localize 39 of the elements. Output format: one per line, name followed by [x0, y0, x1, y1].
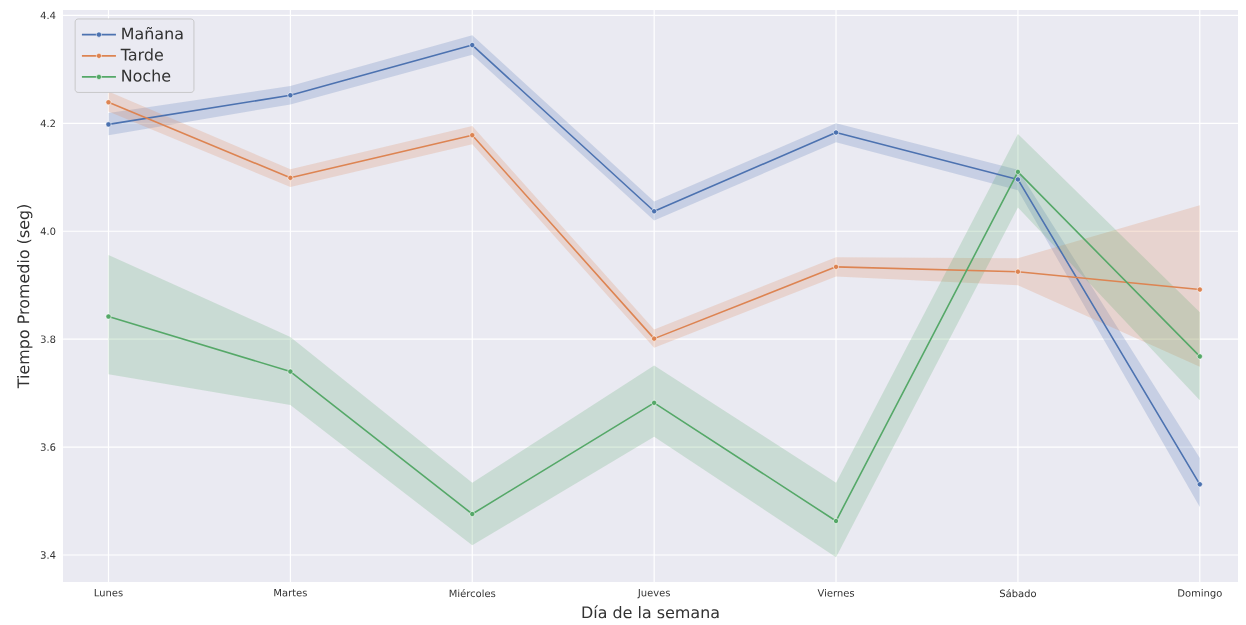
point — [833, 518, 839, 524]
x-tick-label: Lunes — [94, 589, 123, 597]
x-axis-title: Día de la semana — [582, 605, 719, 619]
point — [833, 129, 839, 136]
point — [1015, 176, 1021, 183]
x-tick-label: Domingo — [1178, 589, 1222, 599]
y-tick-label: 4.4 — [40, 11, 56, 20]
x-tick-label: Martes — [274, 589, 307, 597]
y-tick-label: 4.2 — [40, 119, 55, 128]
x-tick-label: Sábado — [999, 589, 1037, 598]
y-tick-label: 3.8 — [40, 335, 56, 343]
point — [469, 42, 476, 48]
point — [651, 335, 658, 342]
x-tick-label: Jueves — [637, 589, 670, 599]
point — [1196, 353, 1203, 360]
point — [105, 121, 112, 128]
point — [105, 313, 112, 320]
y-axis-title: Tiempo Promedio (seg) — [17, 205, 33, 389]
y-tick-label: 4.0 — [40, 227, 56, 236]
y-tick-label: 3.6 — [40, 443, 56, 451]
point — [1015, 268, 1021, 275]
legend-label: Tarde — [120, 48, 163, 61]
legend-label: Noche — [122, 69, 171, 82]
point — [469, 132, 476, 139]
point — [651, 399, 658, 406]
point — [105, 99, 112, 106]
x-tick-label: Miércoles — [449, 589, 496, 598]
point — [287, 92, 294, 99]
point — [1196, 286, 1203, 293]
point — [651, 208, 658, 215]
point — [1196, 481, 1203, 488]
point — [469, 511, 476, 517]
point — [833, 263, 839, 270]
legend-label: Mañana — [122, 26, 183, 40]
point — [287, 368, 294, 375]
point — [287, 174, 294, 181]
point — [1015, 169, 1021, 175]
y-tick-label: 3.4 — [40, 551, 56, 559]
x-tick-label: Viernes — [817, 589, 855, 597]
